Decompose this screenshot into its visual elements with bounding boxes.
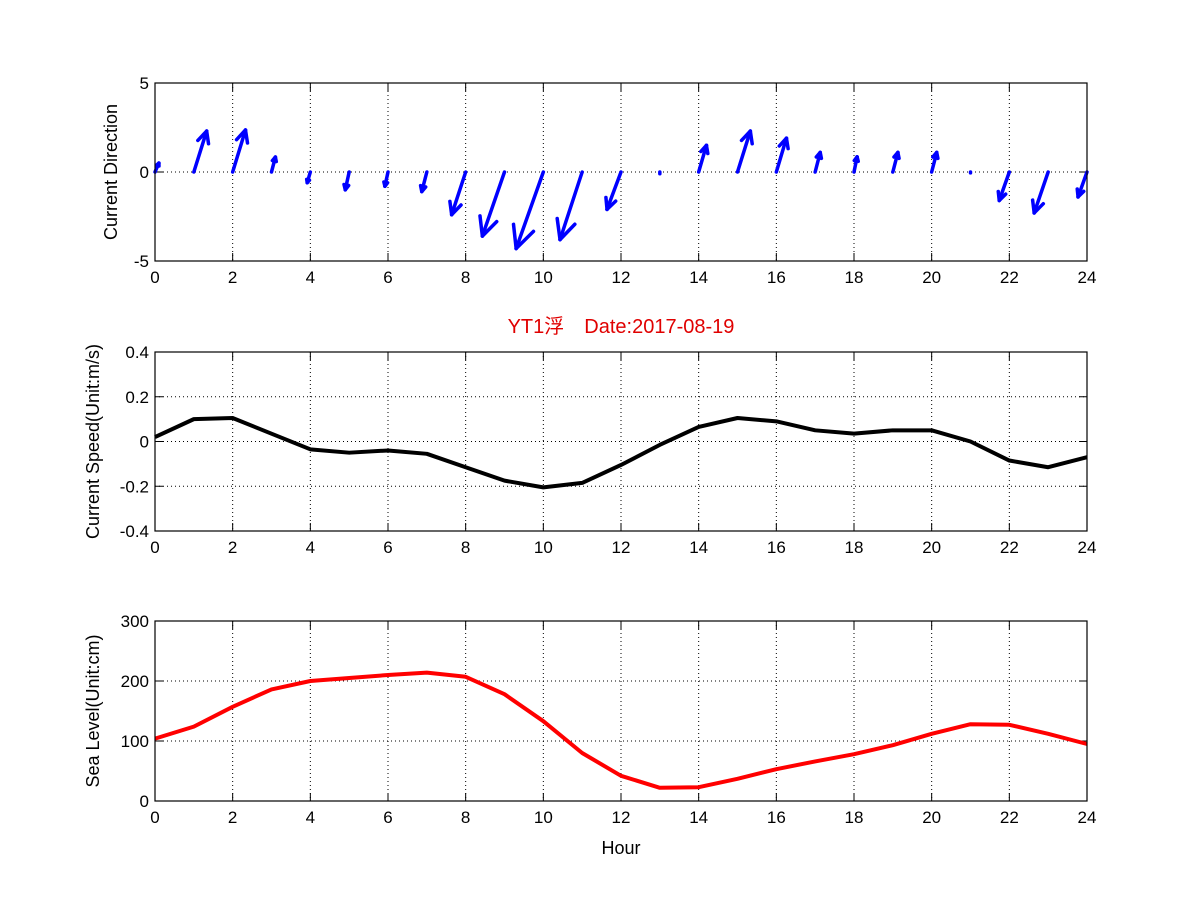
x-tick-label: 14 xyxy=(689,268,708,287)
x-tick-label: 24 xyxy=(1078,808,1097,827)
y-tick-label: 0.4 xyxy=(125,343,149,362)
current-arrow xyxy=(230,128,250,174)
current-arrow xyxy=(852,155,860,174)
current-arrow xyxy=(813,150,824,174)
current-arrow xyxy=(774,136,790,174)
y-tick-label: 0 xyxy=(140,433,149,452)
current-arrow xyxy=(382,170,390,188)
x-tick-label: 14 xyxy=(689,808,708,827)
x-tick-label: 24 xyxy=(1078,268,1097,287)
x-axis-label: Hour xyxy=(601,838,640,858)
x-tick-label: 16 xyxy=(767,808,786,827)
current-arrow xyxy=(342,170,351,192)
x-tick-label: 0 xyxy=(150,268,159,287)
figure-title: YT1浮 Date:2017-08-19 xyxy=(508,315,735,338)
x-tick-label: 14 xyxy=(689,538,708,557)
current-arrow xyxy=(418,170,429,194)
y-axis-label: Sea Level(Unit:cm) xyxy=(83,634,103,787)
x-tick-label: 18 xyxy=(845,268,864,287)
y-tick-label: -5 xyxy=(134,252,149,271)
y-tick-label: 0 xyxy=(140,163,149,182)
current-arrow xyxy=(448,170,468,217)
x-tick-label: 6 xyxy=(383,808,392,827)
x-tick-label: 12 xyxy=(612,808,631,827)
current-arrow xyxy=(153,161,161,174)
x-tick-label: 20 xyxy=(922,808,941,827)
current-arrow xyxy=(269,155,279,174)
x-tick-label: 8 xyxy=(461,808,470,827)
axes-frame xyxy=(154,620,1088,802)
x-tick-label: 22 xyxy=(1000,538,1019,557)
current-arrow xyxy=(304,170,313,185)
current-arrow xyxy=(604,170,623,212)
x-tick-label: 12 xyxy=(612,538,631,557)
x-tick-label: 18 xyxy=(845,808,864,827)
current-arrow xyxy=(929,150,940,174)
current-arrow xyxy=(478,170,507,238)
y-tick-label: -0.2 xyxy=(120,477,149,496)
x-tick-label: 12 xyxy=(612,268,631,287)
current-arrow xyxy=(891,150,901,174)
x-tick-label: 22 xyxy=(1000,268,1019,287)
current-arrow xyxy=(511,170,546,251)
x-tick-label: 8 xyxy=(461,268,470,287)
x-tick-label: 2 xyxy=(228,808,237,827)
x-tick-label: 10 xyxy=(534,268,553,287)
current-arrow xyxy=(1075,170,1089,199)
x-tick-label: 6 xyxy=(383,268,392,287)
plot-area xyxy=(155,621,1087,801)
subplot-2: 0 2 4 6 8 10 12 14 16 18 20 22 24-0.4-0.200.20.4Curr… xyxy=(83,343,1096,557)
x-tick-label: 2 xyxy=(228,538,237,557)
y-axis-label: Current Speed(Unit:m/s) xyxy=(83,344,103,539)
x-tick-label: 4 xyxy=(306,268,315,287)
x-tick-label: 20 xyxy=(922,538,941,557)
x-tick-label: 22 xyxy=(1000,808,1019,827)
x-tick-label: 20 xyxy=(922,268,941,287)
x-tick-label: 0 xyxy=(150,808,159,827)
x-tick-label: 2 xyxy=(228,268,237,287)
y-tick-label: 0.2 xyxy=(125,388,149,407)
current-arrow xyxy=(192,129,211,174)
y-tick-label: 100 xyxy=(121,732,149,751)
x-tick-label: 4 xyxy=(306,808,315,827)
axes-frame xyxy=(154,351,1088,532)
x-tick-label: 24 xyxy=(1078,538,1097,557)
x-tick-label: 10 xyxy=(534,808,553,827)
current-arrow xyxy=(735,129,754,174)
x-tick-label: 0 xyxy=(150,538,159,557)
x-tick-label: 4 xyxy=(306,538,315,557)
y-tick-label: -0.4 xyxy=(120,522,149,541)
axes-frame xyxy=(154,82,1088,262)
x-tick-label: 6 xyxy=(383,538,392,557)
current-arrow xyxy=(1030,170,1050,215)
current-arrow xyxy=(555,170,584,242)
x-tick-label: 18 xyxy=(845,538,864,557)
x-tick-label: 10 xyxy=(534,538,553,557)
x-tick-label: 16 xyxy=(767,268,786,287)
y-tick-label: 200 xyxy=(121,672,149,691)
x-tick-label: 16 xyxy=(767,538,786,557)
y-tick-label: 300 xyxy=(121,612,149,631)
current-arrow xyxy=(996,170,1012,203)
y-tick-label: 0 xyxy=(140,792,149,811)
y-tick-label: 5 xyxy=(140,74,149,93)
y-axis-label: Current Direction xyxy=(101,104,121,240)
x-tick-label: 8 xyxy=(461,538,470,557)
current-arrow xyxy=(696,143,710,174)
